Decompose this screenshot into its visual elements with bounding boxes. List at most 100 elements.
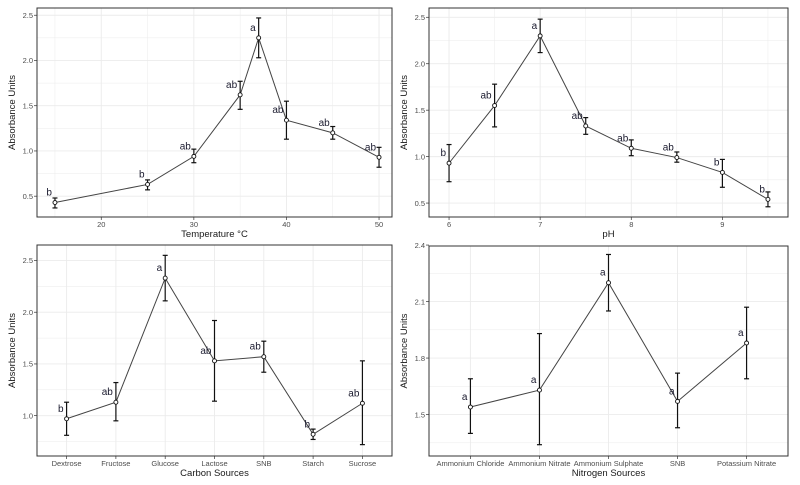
data-point: [237, 92, 243, 98]
significance-letter: b: [759, 184, 765, 195]
significance-letter: b: [714, 157, 720, 168]
y-tick-label: 2.1: [415, 297, 425, 306]
x-tick-label: 6: [447, 220, 451, 229]
y-tick-label: 1.5: [415, 106, 425, 115]
x-axis-title: Nitrogen Sources: [572, 468, 646, 479]
data-point: [765, 196, 771, 202]
significance-letter: a: [600, 268, 606, 279]
x-tick-label: SNB: [670, 459, 685, 468]
x-tick-label: SNB: [256, 459, 271, 468]
significance-letter: ab: [319, 118, 331, 129]
x-axis-title: Temperature °C: [181, 229, 248, 240]
x-tick-label: 8: [629, 220, 633, 229]
x-tick-label: Sucrose: [349, 459, 377, 468]
x-tick-label: 20: [97, 220, 105, 229]
y-tick-label: 2.0: [415, 59, 425, 68]
y-tick-label: 0.5: [23, 192, 33, 201]
data-point: [191, 153, 197, 159]
y-tick-label: 1.0: [415, 152, 425, 161]
significance-letter: ab: [348, 388, 360, 399]
y-tick-label: 2.5: [23, 256, 33, 265]
data-point: [212, 358, 217, 364]
y-tick-label: 1.8: [415, 354, 425, 363]
data-point: [64, 416, 70, 422]
data-point: [537, 387, 542, 393]
y-axis-title: Absorbance Units: [399, 75, 410, 150]
data-point: [467, 404, 473, 410]
panel-nitrogen-sources: 1.5 1.8 2.1 2.4 Ammonium Chloride Ammonium Ni…: [399, 241, 789, 479]
data-point: [162, 275, 168, 281]
significance-letter: ab: [480, 91, 492, 102]
data-point: [330, 130, 336, 136]
x-tick-label: Glucose: [151, 459, 179, 468]
significance-letter: b: [58, 404, 64, 415]
significance-letter: ab: [250, 342, 262, 353]
significance-letter: a: [531, 375, 537, 386]
x-tick-label: Lactose: [201, 459, 227, 468]
data-point: [606, 280, 611, 286]
x-tick-label: Ammonium Chloride: [436, 459, 504, 468]
x-axis-title: Carbon Sources: [180, 468, 249, 479]
x-tick-label: 40: [282, 220, 290, 229]
significance-letter: ab: [663, 143, 675, 154]
data-point: [492, 103, 498, 108]
x-tick-label: 9: [720, 220, 724, 229]
significance-letter: ab: [180, 141, 192, 152]
x-tick-label: Ammonium Nitrate: [508, 459, 570, 468]
series-line: [448, 34, 769, 200]
data-point: [52, 200, 58, 205]
significance-letter: ab: [102, 387, 114, 398]
y-tick-label: 1.0: [23, 147, 33, 156]
x-tick-label: Fructose: [101, 459, 130, 468]
significance-letter: b: [440, 148, 446, 159]
panel-temperature: 0.5 1.0 1.5 2.0 2.5 20 30 40 50 Temperature °C Abs…: [7, 7, 393, 240]
data-point: [719, 169, 725, 175]
significance-letter: a: [157, 263, 163, 274]
plot-border: [36, 7, 393, 218]
y-tick-label: 0.5: [415, 199, 425, 208]
significance-letter: ab: [272, 105, 284, 116]
panel-carbon-sources: 1.0 1.5 2.0 2.5 Dextrose Fructose Glucose Lacto…: [7, 244, 393, 479]
significance-letter: b: [305, 419, 311, 430]
significance-letter: b: [139, 169, 145, 180]
x-tick-label: 7: [538, 220, 542, 229]
data-point: [744, 340, 750, 346]
y-tick-label: 2.0: [23, 56, 33, 65]
x-tick-label: Dextrose: [52, 459, 82, 468]
plot-border: [428, 7, 789, 218]
data-point: [359, 400, 365, 406]
data-point: [675, 398, 680, 404]
significance-letter: a: [250, 23, 256, 34]
data-point: [446, 160, 452, 166]
data-point: [145, 181, 151, 187]
y-tick-label: 2.0: [23, 308, 33, 317]
significance-letter: ab: [365, 142, 377, 153]
data-point: [537, 33, 543, 39]
x-tick-label: 50: [375, 220, 383, 229]
y-axis-title: Absorbance Units: [399, 313, 410, 388]
y-axis-title: Absorbance Units: [7, 75, 18, 150]
data-point: [256, 35, 262, 41]
data-point: [283, 117, 289, 123]
y-tick-label: 2.4: [415, 241, 425, 250]
y-tick-label: 1.5: [23, 101, 33, 110]
data-point: [628, 145, 634, 151]
x-axis-title: pH: [602, 229, 614, 240]
y-tick-label: 1.5: [415, 410, 425, 419]
y-tick-label: 2.5: [23, 11, 33, 20]
significance-letter: ab: [617, 133, 629, 144]
significance-letter: a: [669, 386, 675, 397]
x-tick-label: 30: [190, 220, 198, 229]
significance-letter: ab: [226, 80, 238, 91]
y-axis-title: Absorbance Units: [7, 313, 18, 388]
significance-letter: a: [532, 21, 538, 32]
data-point: [261, 354, 267, 360]
significance-letter: b: [46, 188, 52, 199]
significance-letter: a: [738, 328, 744, 339]
significance-letter: a: [462, 392, 468, 403]
y-tick-label: 2.5: [415, 13, 425, 22]
significance-letter: ab: [200, 346, 212, 357]
data-point: [583, 123, 589, 129]
